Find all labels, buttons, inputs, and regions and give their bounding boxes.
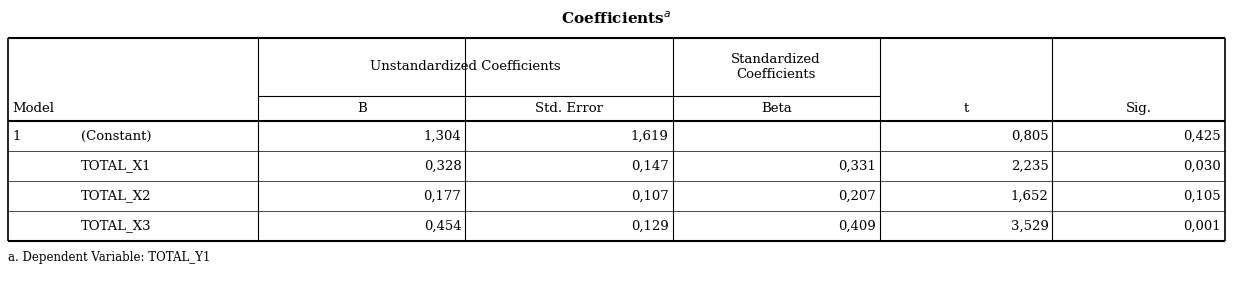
Text: 1,304: 1,304 (424, 130, 461, 142)
Text: Model: Model (12, 102, 54, 115)
Text: 0,129: 0,129 (631, 220, 668, 232)
Text: a. Dependent Variable: TOTAL_Y1: a. Dependent Variable: TOTAL_Y1 (7, 251, 211, 264)
Text: 1,652: 1,652 (1011, 189, 1048, 202)
Text: 0,107: 0,107 (631, 189, 668, 202)
Text: Standardized
Coefficients: Standardized Coefficients (731, 53, 821, 81)
Text: Sig.: Sig. (1126, 102, 1152, 115)
Text: 0,147: 0,147 (631, 160, 668, 173)
Text: 2,235: 2,235 (1011, 160, 1048, 173)
Text: Beta: Beta (761, 102, 792, 115)
Text: TOTAL_X1: TOTAL_X1 (81, 160, 152, 173)
Text: Unstandardized Coefficients: Unstandardized Coefficients (370, 60, 561, 73)
Text: 0,409: 0,409 (838, 220, 875, 232)
Text: 1,619: 1,619 (631, 130, 668, 142)
Text: 0,805: 0,805 (1011, 130, 1048, 142)
Text: 0,030: 0,030 (1184, 160, 1221, 173)
Text: 0,177: 0,177 (424, 189, 461, 202)
Text: Std. Error: Std. Error (535, 102, 603, 115)
Text: 0,328: 0,328 (424, 160, 461, 173)
Text: 0,001: 0,001 (1184, 220, 1221, 232)
Text: 0,425: 0,425 (1184, 130, 1221, 142)
Text: TOTAL_X2: TOTAL_X2 (81, 189, 152, 202)
Text: 0,454: 0,454 (424, 220, 461, 232)
Text: (Constant): (Constant) (81, 130, 152, 142)
Text: t: t (963, 102, 969, 115)
Text: B: B (358, 102, 366, 115)
Text: TOTAL_X3: TOTAL_X3 (81, 220, 152, 232)
Text: Coefficients$^a$: Coefficients$^a$ (561, 10, 672, 27)
Text: 0,105: 0,105 (1184, 189, 1221, 202)
Text: 0,331: 0,331 (838, 160, 875, 173)
Text: 1: 1 (12, 130, 21, 142)
Text: 0,207: 0,207 (838, 189, 875, 202)
Text: 3,529: 3,529 (1011, 220, 1048, 232)
